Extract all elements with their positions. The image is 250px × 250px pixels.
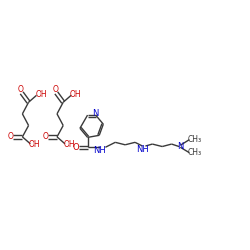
Text: O: O [18, 86, 24, 94]
Text: O: O [42, 132, 48, 141]
Text: OH: OH [29, 140, 40, 149]
Text: CH₃: CH₃ [188, 148, 202, 157]
Text: NH: NH [136, 144, 149, 154]
Text: OH: OH [35, 90, 47, 99]
Text: O: O [8, 132, 14, 141]
Text: O: O [73, 143, 79, 152]
Text: N: N [177, 142, 183, 151]
Text: CH₃: CH₃ [188, 134, 202, 143]
Text: NH: NH [94, 146, 106, 155]
Text: OH: OH [70, 90, 81, 99]
Text: O: O [52, 86, 59, 94]
Text: OH: OH [64, 140, 75, 149]
Text: N: N [92, 108, 99, 118]
